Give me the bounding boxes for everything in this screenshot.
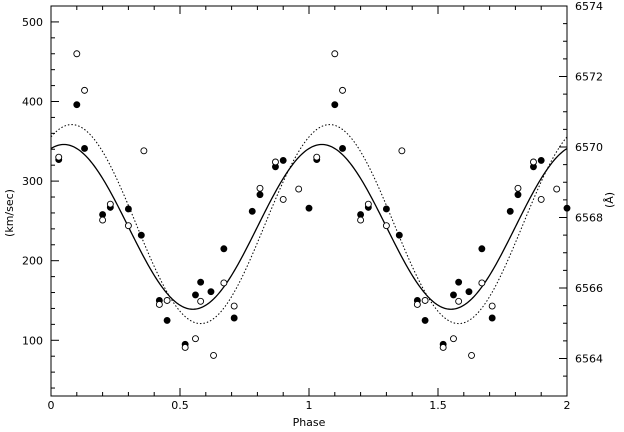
y-right-tick-label: 6564 (575, 352, 603, 365)
dotted-fit-curve (50, 124, 568, 325)
open-point (140, 147, 148, 155)
open-point (339, 86, 346, 94)
filled-point (465, 288, 473, 296)
open-point (155, 301, 163, 308)
filled-point (192, 291, 199, 299)
right-y-axis-ticks: 6564 6566 6568 6570 6572 6574 (559, 0, 603, 377)
x-tick-label: 1 (306, 399, 313, 412)
filled-point (99, 211, 107, 218)
plot-border (50, 5, 568, 397)
open-point (181, 344, 189, 351)
filled-point (197, 278, 205, 286)
open-point (413, 301, 421, 308)
filled-point (207, 288, 215, 296)
open-point (256, 184, 264, 192)
y-left-tick-label: 300 (22, 175, 43, 188)
open-point (398, 147, 406, 155)
open-point (514, 184, 522, 192)
filled-point (163, 316, 171, 324)
filled-point (279, 156, 287, 164)
filled-point (455, 278, 463, 286)
x-tick-label: 0.5 (171, 399, 189, 412)
filled-point (220, 245, 228, 253)
filled-point (382, 205, 390, 213)
filled-point (450, 291, 457, 299)
open-point (106, 200, 114, 208)
open-point (468, 351, 475, 359)
filled-point (563, 204, 571, 212)
x-tick-label: 0 (48, 399, 55, 412)
right-y-axis-label: (Å) (603, 192, 616, 208)
open-point (210, 351, 217, 359)
open-point (279, 195, 287, 203)
filled-point (421, 316, 429, 324)
filled-point (331, 101, 339, 109)
data-points (55, 50, 571, 359)
x-axis-label: Phase (293, 416, 326, 428)
y-right-tick-label: 6568 (575, 211, 603, 224)
y-left-tick-label: 500 (22, 16, 43, 29)
x-tick-label: 2 (564, 399, 571, 412)
open-point (421, 297, 429, 304)
filled-point (256, 191, 264, 199)
y-left-tick-label: 400 (22, 96, 43, 109)
open-point (537, 195, 545, 203)
y-left-tick-label: 100 (22, 334, 43, 347)
y-right-tick-label: 6570 (575, 141, 603, 154)
open-point (331, 50, 339, 58)
plot-frame (50, 5, 568, 397)
filled-point (81, 145, 88, 152)
open-point (455, 297, 463, 305)
open-point (230, 302, 238, 310)
filled-point (339, 145, 346, 152)
open-point (530, 158, 537, 166)
filled-point (506, 207, 514, 215)
y-right-tick-label: 6572 (575, 70, 603, 83)
y-left-tick-label: 200 (22, 255, 43, 268)
filled-point (514, 191, 522, 199)
open-point (81, 86, 88, 94)
left-y-axis-label: (km/sec) (3, 189, 16, 237)
open-point (272, 158, 279, 166)
filled-point (395, 231, 403, 239)
filled-point (137, 231, 145, 239)
open-point (478, 279, 486, 287)
x-axis-ticks: 0 0.5 1 1.5 2 (48, 6, 571, 412)
open-point (488, 302, 496, 310)
open-point (382, 222, 390, 230)
solid-fit-curve (50, 143, 568, 310)
filled-point (73, 101, 81, 109)
open-point (73, 50, 81, 58)
open-point (163, 297, 171, 304)
filled-point (124, 205, 132, 213)
filled-point (305, 204, 313, 212)
filled-point (357, 211, 365, 218)
open-point (124, 222, 132, 230)
open-point (220, 279, 228, 287)
filled-point (230, 314, 238, 322)
open-point (313, 153, 321, 161)
open-point (295, 185, 303, 193)
open-point (197, 297, 205, 305)
left-y-axis-ticks: 100 200 300 400 500 (22, 5, 59, 389)
open-point (450, 335, 457, 343)
open-point (364, 200, 372, 208)
y-right-tick-label: 6574 (575, 0, 603, 13)
open-point (55, 153, 63, 161)
open-point (553, 185, 561, 193)
filled-point (537, 156, 545, 164)
filled-point (488, 314, 496, 322)
open-point (357, 216, 365, 224)
y-right-tick-label: 6566 (575, 282, 603, 295)
open-point (99, 216, 107, 224)
open-point (192, 335, 199, 343)
fit-curves (50, 124, 568, 325)
x-tick-label: 1.5 (429, 399, 447, 412)
filled-point (248, 207, 256, 215)
filled-point (478, 245, 486, 253)
open-point (439, 344, 447, 351)
